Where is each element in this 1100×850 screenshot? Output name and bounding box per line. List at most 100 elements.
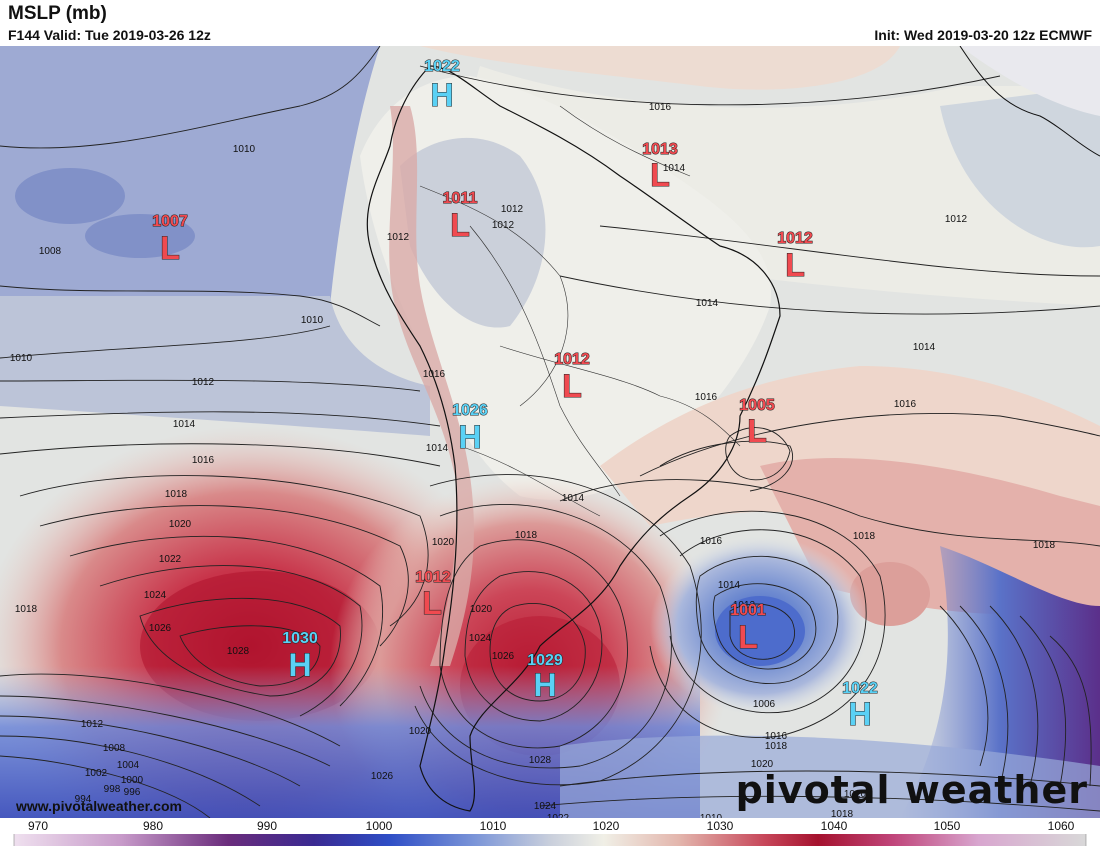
pressure-colorbar: 970 980 990 1000 1010 1020 1030 1040 105… — [0, 818, 1100, 846]
colorbar-gradient — [14, 834, 1086, 846]
contour-label: 1014 — [663, 163, 686, 174]
low-pressure-marker: L — [160, 230, 180, 266]
high-pressure-marker: H — [458, 419, 481, 455]
colorbar-label: 980 — [143, 819, 163, 833]
high-pressure-marker: H — [288, 647, 311, 683]
contour-label: 1020 — [169, 519, 192, 530]
contour-label: 1028 — [227, 646, 250, 657]
colorbar-label: 1020 — [593, 819, 620, 833]
contour-label: 1016 — [192, 455, 215, 466]
contour-label: 1002 — [85, 768, 108, 779]
contour-label: 1020 — [470, 604, 493, 615]
colorbar-label: 970 — [28, 819, 48, 833]
contour-label: 1010 — [10, 353, 33, 364]
contour-label: 1018 — [765, 741, 788, 752]
contour-label: 1020 — [751, 759, 774, 770]
contour-label: 1014 — [562, 493, 585, 504]
contour-label: 1020 — [432, 537, 455, 548]
low-pressure-marker: L — [785, 247, 805, 283]
contour-label: 1016 — [700, 536, 723, 547]
contour-label: 1018 — [831, 809, 854, 818]
high-pressure-marker: H — [533, 667, 556, 703]
colorbar-label: 1050 — [934, 819, 961, 833]
pivotal-weather-logo: pivotal weather — [735, 768, 1088, 812]
contour-label: 1012 — [81, 719, 104, 730]
contour-label: 1016 — [423, 369, 446, 380]
contour-label: 1026 — [492, 651, 515, 662]
center-value: 1026 — [452, 402, 488, 419]
contour-label: 1024 — [469, 633, 492, 644]
contour-label: 1018 — [853, 531, 876, 542]
center-value: 1022 — [424, 58, 460, 75]
center-value: 1001 — [730, 602, 766, 619]
low-pressure-marker: L — [450, 207, 470, 243]
contour-label: 1006 — [753, 699, 776, 710]
pressure-map: 1016 1010 1014 1012 1012 1008 1010 1010 … — [0, 46, 1100, 818]
center-value: 1011 — [443, 190, 478, 207]
contour-label: 1010 — [301, 315, 324, 326]
colorbar-label: 990 — [257, 819, 277, 833]
contour-label: 1026 — [371, 771, 394, 782]
contour-label: 1012 — [192, 377, 215, 388]
contour-label: 1012 — [945, 214, 968, 225]
contour-label: 1014 — [913, 342, 936, 353]
contour-label: 1004 — [117, 760, 140, 771]
contour-label: 1016 — [649, 102, 672, 113]
contour-label: 1018 — [515, 530, 538, 541]
center-value: 1012 — [415, 569, 451, 586]
contour-label: 1016 — [765, 731, 788, 742]
colorbar-label: 1040 — [821, 819, 848, 833]
contour-label: 1026 — [149, 623, 172, 634]
contour-label: 996 — [124, 787, 141, 798]
contour-label: 1018 — [165, 489, 188, 500]
contour-label: 1012 — [501, 204, 524, 215]
map-title: MSLP (mb) — [8, 3, 107, 24]
valid-time: F144 Valid: Tue 2019-03-26 12z — [8, 27, 211, 43]
center-value: 1012 — [554, 351, 590, 368]
contour-label: 994 — [75, 794, 92, 805]
contour-label: 1000 — [121, 775, 144, 786]
contour-label: 1012 — [387, 232, 410, 243]
contour-label: 1018 — [1033, 540, 1056, 551]
low-pressure-marker: L — [738, 619, 758, 655]
contour-label: 1016 — [894, 399, 917, 410]
center-value: 1030 — [282, 630, 318, 647]
low-pressure-marker: L — [422, 585, 442, 621]
contour-label: 1024 — [534, 801, 557, 812]
center-value: 1029 — [527, 652, 563, 669]
contour-label: 1022 — [547, 813, 570, 818]
center-value: 1012 — [777, 230, 813, 247]
high-pressure-marker: H — [848, 696, 871, 732]
center-value: 1005 — [739, 397, 775, 414]
contour-label: 1018 — [15, 604, 38, 615]
contour-label: 1016 — [695, 392, 718, 403]
center-value: 1007 — [152, 213, 188, 230]
center-value: 1022 — [842, 680, 878, 697]
contour-label: 1008 — [39, 246, 62, 257]
high-pressure-marker: H — [430, 77, 453, 113]
low-pressure-marker: L — [650, 157, 670, 193]
site-url: www.pivotalweather.com — [16, 798, 182, 814]
center-value: 1013 — [642, 141, 678, 158]
contour-label: 1022 — [159, 554, 182, 565]
low-pressure-marker: L — [562, 368, 582, 404]
colorbar-label: 1030 — [707, 819, 734, 833]
contour-label: 1010 — [233, 144, 256, 155]
colorbar-label: 1010 — [480, 819, 507, 833]
contour-label: 1014 — [426, 443, 449, 454]
contour-label: 1024 — [144, 590, 167, 601]
contour-label: 998 — [104, 784, 121, 795]
low-pressure-marker: L — [747, 413, 767, 449]
contour-label: 1010 — [700, 813, 723, 818]
init-time: Init: Wed 2019-03-20 12z ECMWF — [874, 27, 1092, 43]
contour-label: 1028 — [529, 755, 552, 766]
contour-label: 1014 — [718, 580, 741, 591]
contour-label: 1012 — [492, 220, 515, 231]
contour-label: 1014 — [696, 298, 719, 309]
contour-label: 1012 — [733, 600, 756, 611]
colorbar-label: 1060 — [1048, 819, 1075, 833]
contour-label: 1020 — [844, 789, 867, 800]
contour-label: 1014 — [173, 419, 196, 430]
chart-header: MSLP (mb) F144 Valid: Tue 2019-03-26 12z… — [0, 0, 1100, 46]
contour-label: 1020 — [409, 726, 432, 737]
